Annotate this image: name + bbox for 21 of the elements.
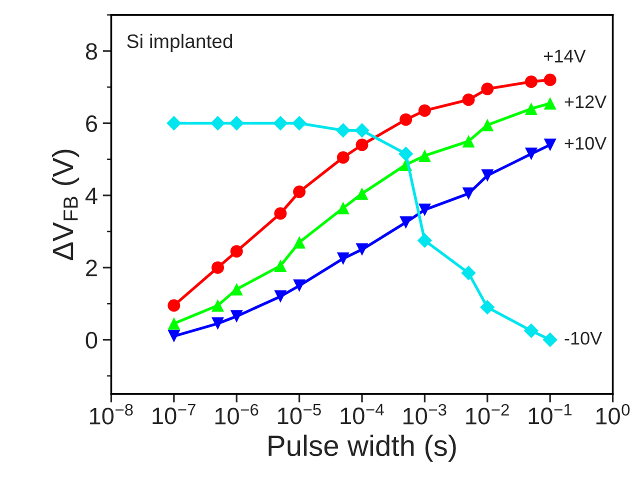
series-label: +12V [564, 95, 607, 108]
x-tick-label: 10$^{−4}$ [340, 404, 384, 424]
x-tick-label: 10$^{−7}$ [152, 404, 196, 424]
series-label: +10V [564, 136, 607, 150]
y-tick-label: 4 [85, 188, 98, 204]
x-tick-label: 10$^{−6}$ [215, 404, 258, 424]
x-tick-label: 10$^{−2}$ [466, 404, 509, 424]
y-tick-label: 2 [86, 260, 97, 276]
x-tick-label: 10$^{−5}$ [278, 404, 321, 424]
x-tick-label: 10$^{−1}$ [528, 404, 572, 424]
y-tick-label: 6 [86, 115, 98, 132]
x-axis-title: Pulse width (s) [268, 434, 456, 462]
annotation: Si implanted [127, 34, 232, 52]
y-tick-label: 8 [86, 43, 98, 60]
y-axis-title: ΔV$_{FB}$ (V) [52, 150, 80, 260]
x-tick-label: 10$^{−8}$ [90, 404, 133, 424]
y-tick-label: 0 [86, 332, 98, 349]
x-tick-label: 10$^{0}$ [596, 404, 630, 424]
x-tick-label: 10$^{−3}$ [403, 404, 446, 424]
series-label: +14V [544, 50, 586, 62]
series-label: -10V [564, 332, 602, 345]
